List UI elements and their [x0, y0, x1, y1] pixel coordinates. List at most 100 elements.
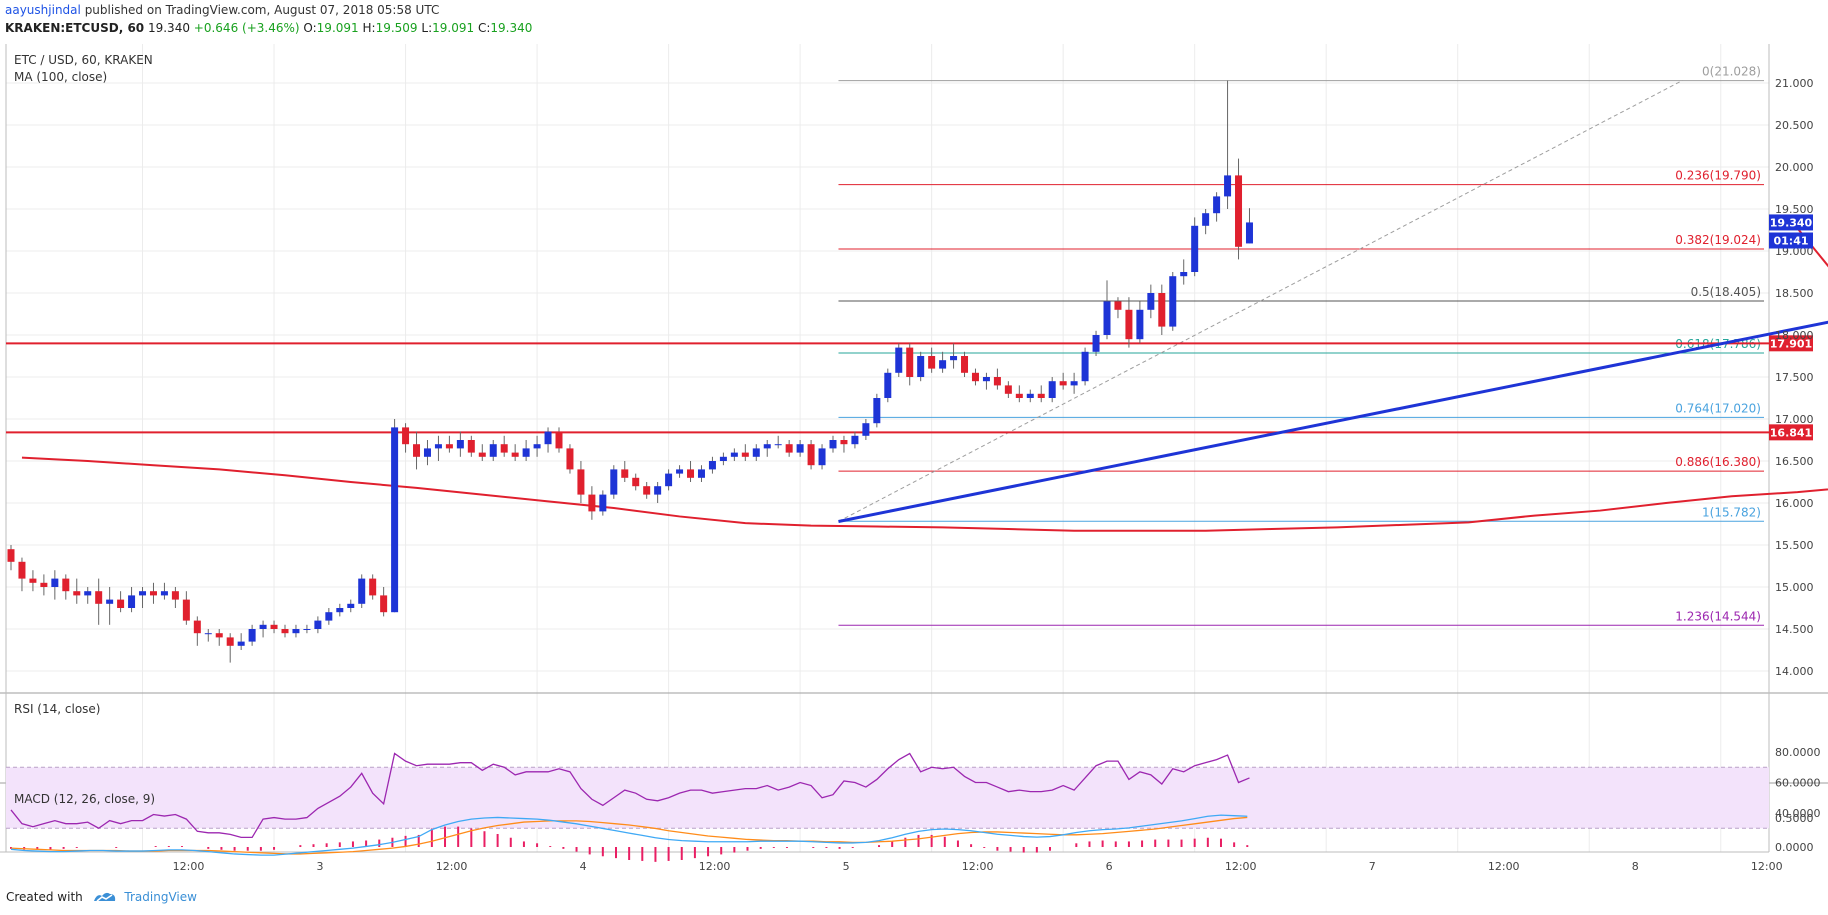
last-price-tag: [1769, 232, 1813, 249]
fib-level-label: 0.886(16.380): [1675, 455, 1761, 469]
candle-body: [610, 469, 618, 495]
candle-body: [1245, 222, 1253, 244]
low-label: L:: [421, 21, 433, 35]
plot-background: [6, 44, 1769, 856]
candle-body: [785, 444, 793, 453]
time-axis-tick-label: 12:00: [173, 860, 205, 873]
candle-body: [599, 494, 607, 512]
fib-level-label: 1(15.782): [1702, 505, 1761, 519]
candle-body: [1081, 351, 1089, 382]
candle-body: [566, 448, 574, 470]
rsi-title: RSI (14, close): [14, 702, 100, 716]
candle-body: [1147, 293, 1155, 310]
candle-body: [1158, 293, 1166, 327]
candle-body: [555, 431, 563, 449]
candle-body: [456, 440, 464, 449]
candle-body: [697, 469, 705, 478]
publish-info: aayushjindal published on TradingView.co…: [5, 3, 439, 17]
rsi-axis-tick-label: 40.0000: [1775, 807, 1821, 820]
candle-body: [413, 444, 421, 457]
candle-body: [204, 633, 212, 635]
fib-level-label: 0(21.028): [1702, 65, 1761, 79]
candle-body: [106, 599, 114, 604]
candle-body: [971, 372, 979, 382]
time-axis-tick-label: 7: [1369, 860, 1376, 873]
candle-body: [643, 486, 651, 495]
candle-body: [752, 448, 760, 457]
candle-body: [687, 469, 695, 478]
time-axis-tick-label: 12:00: [1751, 860, 1783, 873]
time-axis-tick-label: 12:00: [1225, 860, 1257, 873]
candle-body: [840, 440, 848, 445]
ma-legend-label: MA (100, close): [14, 70, 107, 84]
candle-body: [829, 440, 837, 449]
price-axis-tick-label: 16.500: [1775, 455, 1814, 468]
candle-body: [1125, 309, 1133, 340]
candle-body: [906, 347, 914, 377]
price-axis-tick-label: 17.500: [1775, 371, 1814, 384]
candle-body: [270, 624, 278, 629]
candle-body: [149, 591, 157, 596]
candle-body: [292, 629, 300, 634]
chart-title: ETC / USD, 60, KRAKEN: [14, 53, 153, 67]
candle-body: [939, 360, 947, 369]
candle-body: [40, 582, 48, 587]
tradingview-brand[interactable]: TradingView: [124, 890, 197, 904]
candle-body: [1026, 393, 1034, 398]
price-axis-tick-label: 18.000: [1775, 329, 1814, 342]
price-axis-tick-label: 18.500: [1775, 287, 1814, 300]
candle-body: [511, 452, 519, 457]
candle-body: [467, 440, 475, 453]
price-axis-tick-label: 14.000: [1775, 665, 1814, 678]
candle-body: [84, 591, 92, 596]
macd-title: MACD (12, 26, close, 9): [14, 792, 155, 806]
candle-body: [818, 448, 826, 466]
rsi-line: [10, 752, 1250, 839]
time-axis-tick-label: 12:00: [699, 860, 731, 873]
candle-body: [500, 444, 508, 453]
candle-body: [1235, 175, 1243, 247]
candle-body: [1037, 393, 1045, 398]
candle-body: [29, 578, 37, 583]
candle-body: [1070, 381, 1078, 386]
rsi-axis-tick-label: 60.0000: [1775, 777, 1821, 790]
tradingview-logo-icon: [93, 892, 115, 902]
candle-body: [665, 473, 673, 487]
fib-level-label: 0.382(19.024): [1675, 233, 1761, 247]
author-link[interactable]: aayushjindal: [5, 3, 81, 17]
open-value: 19.091: [316, 21, 359, 35]
candle-body: [402, 427, 410, 445]
candle-body: [741, 452, 749, 457]
candle-body: [851, 435, 859, 445]
candle-body: [325, 612, 333, 621]
candle-body: [160, 591, 168, 596]
candle-body: [1015, 393, 1023, 398]
candle-body: [369, 578, 377, 596]
candle-body: [128, 595, 136, 608]
time-axis-tick-label: 12:00: [962, 860, 994, 873]
candle-body: [763, 444, 771, 449]
price-axis-tick-label: 21.000: [1775, 77, 1814, 90]
candle-body: [621, 469, 629, 478]
macd-signal-line: [10, 816, 1248, 855]
candle-body: [281, 629, 289, 634]
candle-body: [1213, 196, 1221, 214]
candle-body: [314, 620, 322, 629]
price-axis-tick-label: 17.000: [1775, 413, 1814, 426]
close-value: 19.340: [490, 21, 533, 35]
candle-body: [139, 591, 147, 596]
price-axis-tick-label: 20.500: [1775, 119, 1814, 132]
candle-body: [248, 629, 256, 642]
fib-anchor-line: [838, 80, 1683, 522]
time-axis-tick-label: 5: [843, 860, 850, 873]
footer: Created with TradingView: [6, 890, 197, 904]
publish-header: aayushjindal published on TradingView.co…: [0, 0, 1828, 40]
price-chart[interactable]: 0(21.028) 0.236(19.790) 0.382(19.024) 0.5(1…: [0, 40, 1828, 885]
fib-level-label: 0.764(17.020): [1675, 401, 1761, 415]
published-text: published on TradingView.com, August 07,…: [84, 3, 440, 17]
candle-body: [237, 641, 245, 646]
time-axis-tick-label: 8: [1632, 860, 1639, 873]
candle-body: [1136, 309, 1144, 340]
candle-body: [1004, 385, 1012, 394]
candle-body: [807, 444, 815, 466]
